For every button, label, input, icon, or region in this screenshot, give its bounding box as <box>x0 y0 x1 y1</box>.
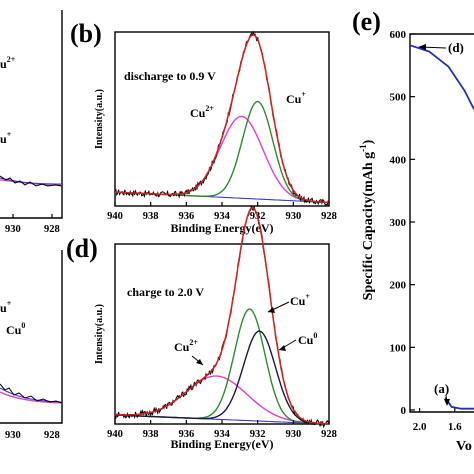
xtick-label: 928 <box>321 211 337 222</box>
panel-e-ylabel: Specific Capacity(mAh g-1) <box>358 139 376 300</box>
panel-d: (d) 940 938 936 934 932 930 928 Binding Energy… <box>66 205 337 451</box>
capacity-curve-0 <box>409 44 474 110</box>
panel-e-annotation-a: (a) <box>434 381 449 396</box>
ytick-label: 0 <box>401 405 407 417</box>
panel-a-raw-data <box>0 175 63 187</box>
xtick-label: 940 <box>107 429 123 440</box>
panel-e-series <box>409 44 474 410</box>
xtick-label: 940 <box>107 211 123 222</box>
panel-a: 930 928 u2+ u+ <box>0 10 63 235</box>
panel-a-ticks <box>12 214 53 218</box>
ytick-label: 100 <box>390 342 407 354</box>
component-curve-cuplus <box>115 308 329 425</box>
xtick-label: 932 <box>250 429 266 440</box>
panel-b-xlabel: Binding Energy(eV) <box>170 221 273 235</box>
ytick-label: 500 <box>390 92 407 104</box>
xtick-label: 930 <box>285 211 301 222</box>
panel-b-letter: (b) <box>70 19 102 48</box>
component-curve-cuplus <box>115 100 329 204</box>
envelope-curve <box>114 206 329 425</box>
panel-b-xticks: 940 938 936 934 932 930 928 <box>107 202 337 222</box>
panel-a-axes <box>0 10 63 219</box>
envelope-curve <box>115 34 329 204</box>
xtick-label: 1.6 <box>448 421 462 433</box>
xtick-label: 930 <box>285 429 301 440</box>
raw-data-curve <box>114 205 330 429</box>
panel-e-arrowhead-a <box>444 399 450 406</box>
xtick-label: 938 <box>143 211 159 222</box>
raw-data-curve <box>114 30 330 206</box>
panel-b-plot <box>114 30 330 206</box>
panel-a-xtick-928: 928 <box>44 224 60 235</box>
ytick-label: 400 <box>390 154 407 166</box>
xtick-label: 928 <box>321 429 337 440</box>
panel-e-annotation-d: (d) <box>448 40 464 55</box>
panel-c-axes <box>0 250 63 424</box>
panel-d-arrowhead-cu0 <box>279 345 286 351</box>
component-curve-cu2plus <box>115 115 329 204</box>
panel-c-pink-curve <box>0 391 63 404</box>
panel-d-ylabel: Intensity(a.u.) <box>94 304 105 364</box>
panel-c: 930 928 u+ Cu0 <box>0 250 63 441</box>
xtick-label: 936 <box>178 429 194 440</box>
panel-a-peak-label-cu2: u2+ <box>0 55 16 71</box>
panel-e-yticks: 0 100 200 300 400 500 600 <box>390 29 415 417</box>
xtick-label: 2.0 <box>413 421 427 433</box>
panel-b-peak-label-cu2: Cu2+ <box>190 104 214 120</box>
panel-d-peak-label-cu0: Cu0 <box>298 331 317 347</box>
panel-d-arrowhead-cu1 <box>268 307 275 313</box>
panel-e-arrowhead-d <box>418 44 426 50</box>
panel-a-xtick-930: 930 <box>5 224 21 235</box>
panel-d-condition: charge to 2.0 V <box>127 285 204 299</box>
panel-d-peak-label-cu2: Cu2+ <box>174 338 198 354</box>
panel-c-raw-data <box>0 383 63 404</box>
panel-d-xticks: 940 938 936 934 932 930 928 <box>107 420 337 440</box>
xtick-label: 934 <box>214 429 231 440</box>
xtick-label: 938 <box>143 429 159 440</box>
panel-d-arrowhead-cu2 <box>196 359 203 365</box>
panel-c-xtick-930: 930 <box>5 430 21 441</box>
panel-a-peak-label-cu1: u+ <box>0 130 12 146</box>
panel-d-xlabel: Binding Energy(eV) <box>170 437 273 451</box>
ytick-label: 300 <box>390 217 407 229</box>
panel-e-xlabel: Vo <box>456 439 472 454</box>
ytick-label: 200 <box>390 280 407 292</box>
panel-d-plot <box>114 205 330 429</box>
panel-b: (b) 940 938 936 934 932 930 928 Binding Energy… <box>70 19 337 235</box>
xtick-label: 936 <box>178 211 194 222</box>
panel-d-letter: (d) <box>66 234 98 263</box>
panel-c-peak-label-cu1: u+ <box>0 299 12 315</box>
component-curve-cu0 <box>115 330 329 425</box>
panel-c-peak-label-cu0: Cu0 <box>6 321 25 337</box>
panel-e-letter: (e) <box>352 7 381 36</box>
panel-d-peak-label-cu1: Cu+ <box>290 292 310 308</box>
panel-b-plot-frame <box>114 31 330 207</box>
panel-c-xtick-928: 928 <box>44 430 60 441</box>
panel-b-condition: discharge to 0.9 V <box>124 69 216 83</box>
panel-b-ylabel: Intensity(a.u.) <box>94 89 105 149</box>
panel-e-axes <box>409 33 474 413</box>
panel-e-xticks: 2.0 1.6 <box>413 408 462 433</box>
ytick-label: 600 <box>390 29 407 41</box>
panel-b-peak-label-cu1: Cu+ <box>286 90 306 106</box>
panel-e: (e) 0 100 200 300 400 500 600 2.0 1.6 Specific … <box>352 7 474 454</box>
xtick-label: 934 <box>214 211 231 222</box>
